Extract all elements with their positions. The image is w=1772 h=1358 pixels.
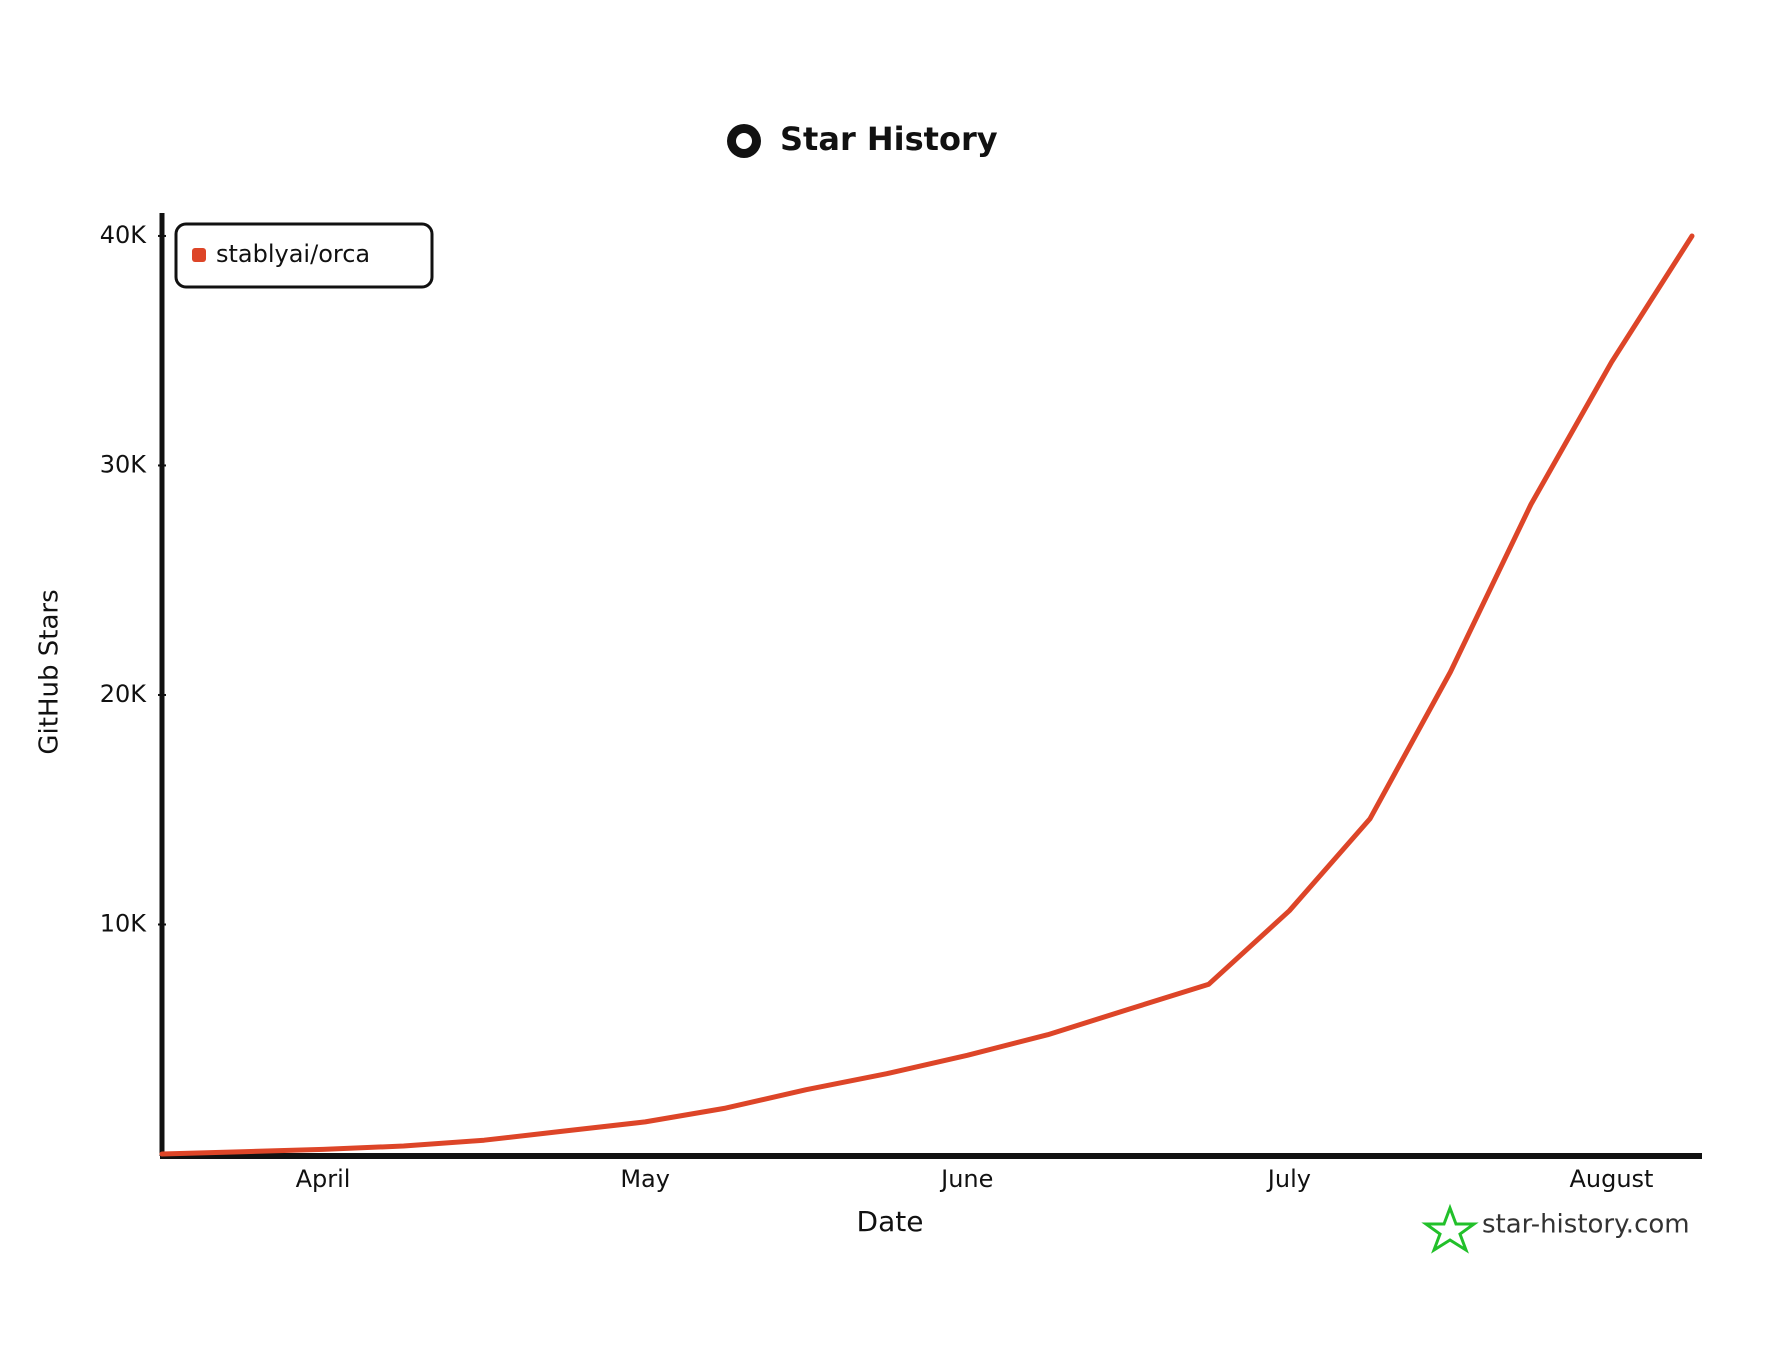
x-tick-label: June xyxy=(939,1165,993,1193)
x-tick-label: April xyxy=(296,1165,351,1193)
watermark xyxy=(1421,1203,1479,1254)
title-icon xyxy=(727,124,761,158)
legend-swatch xyxy=(192,248,206,262)
y-tick-label: 10K xyxy=(100,909,148,937)
y-tick-label: 20K xyxy=(100,680,148,708)
y-axis-label: GitHub Stars xyxy=(35,589,65,754)
chart-title: Star History xyxy=(780,120,998,158)
x-tick-label: August xyxy=(1569,1165,1653,1193)
y-tick-label: 40K xyxy=(100,221,148,249)
x-tick-label: July xyxy=(1266,1165,1311,1193)
x-axis-label: Date xyxy=(857,1205,924,1238)
x-tick-label: May xyxy=(620,1165,670,1193)
series-line xyxy=(159,233,1695,1157)
watermark-text: star-history.com xyxy=(1482,1210,1690,1240)
y-tick-label: 30K xyxy=(100,450,148,478)
legend-label: stablyai/orca xyxy=(216,240,370,268)
legend-box xyxy=(174,222,434,289)
